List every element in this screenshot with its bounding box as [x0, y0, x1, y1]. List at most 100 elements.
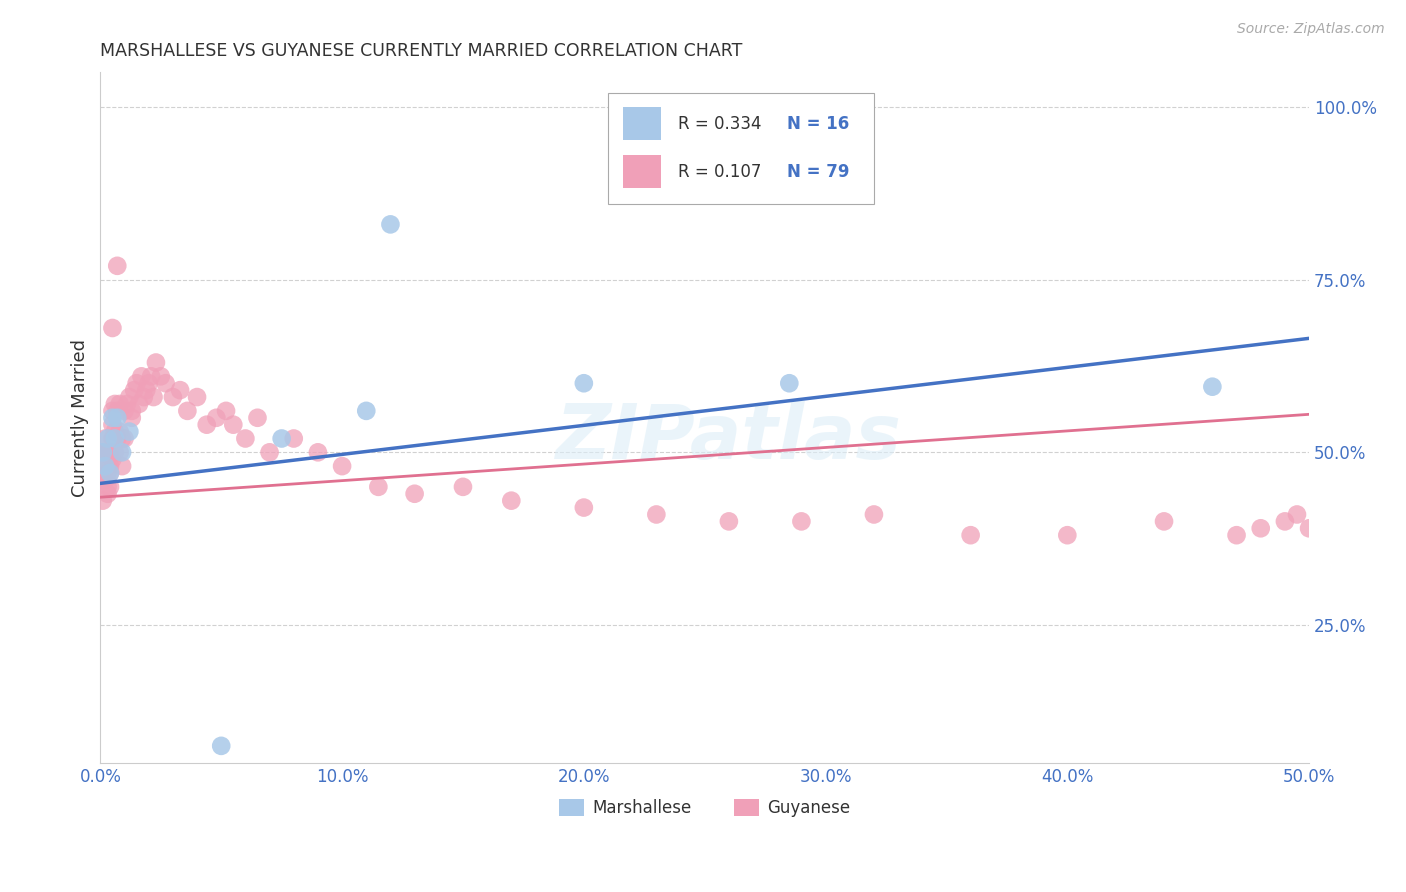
Point: [235, 432, 257, 446]
Point: [790, 515, 813, 529]
Point: [142, 390, 165, 404]
Point: [101, 452, 124, 467]
Point: [121, 410, 143, 425]
Point: [108, 425, 131, 439]
Point: [131, 369, 153, 384]
Point: [114, 432, 136, 446]
Point: [176, 404, 198, 418]
Point: [259, 445, 281, 459]
Point: [98, 445, 121, 459]
Point: [307, 445, 329, 459]
Text: Source: ZipAtlas.com: Source: ZipAtlas.com: [1237, 22, 1385, 37]
Point: [104, 425, 127, 439]
Point: [1201, 380, 1223, 394]
Point: [98, 459, 121, 474]
Point: [222, 417, 245, 432]
Point: [121, 404, 143, 418]
Point: [572, 500, 595, 515]
Point: [572, 376, 595, 391]
Point: [330, 459, 353, 474]
Point: [91, 493, 114, 508]
Point: [863, 508, 886, 522]
FancyBboxPatch shape: [607, 93, 875, 203]
Point: [645, 508, 668, 522]
Point: [1225, 528, 1247, 542]
Point: [149, 369, 172, 384]
Point: [98, 480, 121, 494]
Point: [1298, 521, 1320, 535]
Point: [195, 417, 218, 432]
Point: [205, 410, 228, 425]
Point: [246, 410, 269, 425]
Point: [356, 404, 378, 418]
Point: [118, 390, 141, 404]
Point: [97, 432, 120, 446]
Point: [105, 404, 128, 418]
Point: [404, 487, 426, 501]
Point: [778, 376, 800, 391]
Point: [91, 445, 114, 459]
Point: [1250, 521, 1272, 535]
Point: [97, 459, 120, 474]
Point: [105, 410, 128, 425]
Text: MARSHALLESE VS GUYANESE CURRENTLY MARRIED CORRELATION CHART: MARSHALLESE VS GUYANESE CURRENTLY MARRIE…: [100, 42, 742, 60]
Point: [91, 473, 114, 487]
Point: [101, 321, 124, 335]
Point: [94, 445, 117, 459]
Point: [1274, 515, 1296, 529]
Point: [169, 383, 191, 397]
Point: [1153, 515, 1175, 529]
Point: [101, 404, 124, 418]
Point: [125, 376, 148, 391]
Point: [138, 376, 160, 391]
Point: [101, 417, 124, 432]
Point: [118, 425, 141, 439]
FancyBboxPatch shape: [623, 155, 661, 188]
Point: [97, 487, 120, 501]
Point: [94, 459, 117, 474]
Point: [104, 397, 127, 411]
FancyBboxPatch shape: [623, 107, 661, 140]
Point: [101, 410, 124, 425]
Point: [91, 445, 114, 459]
Point: [98, 466, 121, 480]
Point: [94, 432, 117, 446]
Point: [501, 493, 523, 508]
Text: R = 0.334: R = 0.334: [678, 114, 762, 133]
Point: [1285, 508, 1308, 522]
Point: [111, 432, 134, 446]
Point: [97, 445, 120, 459]
Point: [114, 404, 136, 418]
Point: [959, 528, 981, 542]
Point: [94, 459, 117, 474]
Point: [97, 480, 120, 494]
Point: [139, 369, 162, 384]
Point: [122, 383, 145, 397]
Y-axis label: Currently Married: Currently Married: [72, 339, 89, 497]
Point: [209, 739, 232, 753]
Point: [162, 390, 184, 404]
Point: [104, 445, 127, 459]
Point: [115, 397, 138, 411]
Point: [97, 466, 120, 480]
Point: [270, 432, 292, 446]
Point: [135, 383, 157, 397]
Point: [105, 259, 128, 273]
Point: [104, 432, 127, 446]
Point: [108, 397, 131, 411]
Text: ZIPatlas: ZIPatlas: [555, 401, 901, 475]
Text: R = 0.107: R = 0.107: [678, 163, 762, 181]
Point: [215, 404, 238, 418]
Point: [155, 376, 177, 391]
Point: [186, 390, 208, 404]
Point: [98, 466, 121, 480]
Point: [451, 480, 474, 494]
Point: [717, 515, 740, 529]
Point: [380, 218, 402, 232]
Point: [94, 473, 117, 487]
Point: [145, 355, 167, 369]
Point: [367, 480, 389, 494]
Point: [105, 432, 128, 446]
Point: [111, 459, 134, 474]
Text: N = 79: N = 79: [787, 163, 849, 181]
